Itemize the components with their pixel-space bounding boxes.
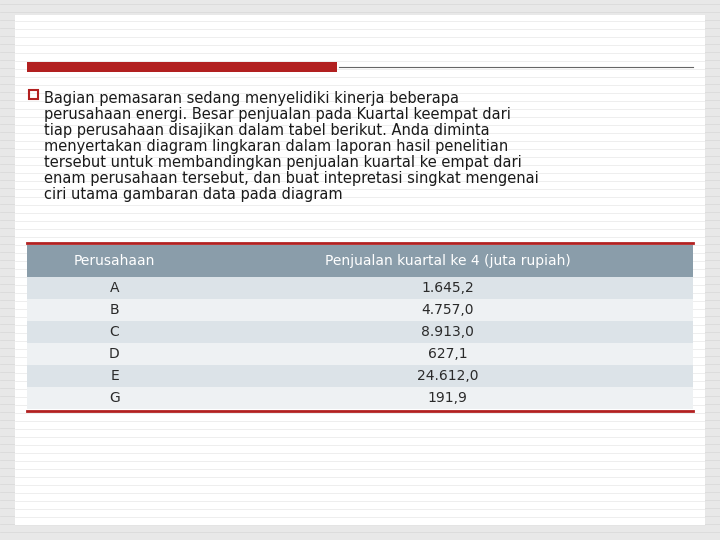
Text: 1.645,2: 1.645,2 bbox=[421, 281, 474, 295]
Text: 4.757,0: 4.757,0 bbox=[421, 303, 474, 317]
Bar bbox=[27, 321, 693, 343]
Text: Perusahaan: Perusahaan bbox=[74, 254, 156, 268]
Text: perusahaan energi. Besar penjualan pada Kuartal keempat dari: perusahaan energi. Besar penjualan pada … bbox=[44, 107, 511, 122]
Text: G: G bbox=[109, 391, 120, 405]
Bar bbox=[27, 277, 693, 299]
Bar bbox=[27, 387, 693, 409]
Bar bbox=[27, 299, 693, 321]
Text: tersebut untuk membandingkan penjualan kuartal ke empat dari: tersebut untuk membandingkan penjualan k… bbox=[44, 155, 522, 170]
Text: Penjualan kuartal ke 4 (juta rupiah): Penjualan kuartal ke 4 (juta rupiah) bbox=[325, 254, 570, 268]
Bar bbox=[27, 62, 337, 72]
Text: B: B bbox=[109, 303, 120, 317]
Text: 191,9: 191,9 bbox=[428, 391, 467, 405]
Text: menyertakan diagram lingkaran dalam laporan hasil penelitian: menyertakan diagram lingkaran dalam lapo… bbox=[44, 139, 508, 154]
Text: A: A bbox=[109, 281, 120, 295]
Text: E: E bbox=[110, 369, 119, 383]
Text: tiap perusahaan disajikan dalam tabel berikut. Anda diminta: tiap perusahaan disajikan dalam tabel be… bbox=[44, 123, 490, 138]
Bar bbox=[27, 343, 693, 365]
Bar bbox=[29, 90, 38, 99]
Text: 627,1: 627,1 bbox=[428, 347, 467, 361]
Text: 24.612,0: 24.612,0 bbox=[417, 369, 478, 383]
Text: C: C bbox=[109, 325, 120, 339]
Bar bbox=[27, 365, 693, 387]
Text: 8.913,0: 8.913,0 bbox=[421, 325, 474, 339]
Text: enam perusahaan tersebut, dan buat intepretasi singkat mengenai: enam perusahaan tersebut, dan buat intep… bbox=[44, 171, 539, 186]
Text: D: D bbox=[109, 347, 120, 361]
Bar bbox=[27, 245, 693, 277]
Text: Bagian pemasaran sedang menyelidiki kinerja beberapa: Bagian pemasaran sedang menyelidiki kine… bbox=[44, 91, 459, 106]
Text: ciri utama gambaran data pada diagram: ciri utama gambaran data pada diagram bbox=[44, 187, 343, 202]
